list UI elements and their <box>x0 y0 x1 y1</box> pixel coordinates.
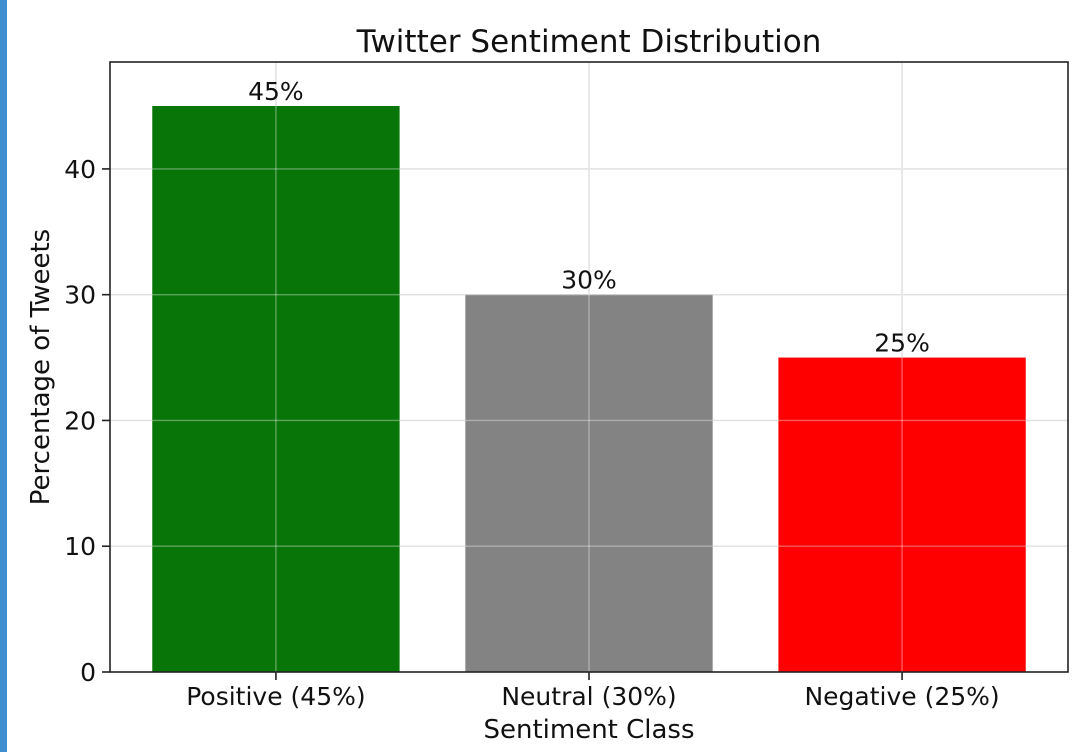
bar-value-label: 25% <box>874 329 930 358</box>
bar-positive <box>152 106 400 672</box>
x-tick-label: Neutral (30%) <box>501 682 676 711</box>
bar-value-label: 45% <box>248 77 304 106</box>
bar-neutral <box>465 294 713 672</box>
y-axis-label: Percentage of Tweets <box>26 229 56 505</box>
y-tick-label: 0 <box>80 658 96 687</box>
y-tick-label: 20 <box>64 406 96 435</box>
x-tick-label: Positive (45%) <box>186 682 365 711</box>
y-tick-label: 40 <box>64 155 96 184</box>
chart-title: Twitter Sentiment Distribution <box>356 24 822 60</box>
bar-negative <box>778 357 1026 672</box>
x-axis-label: Sentiment Class <box>483 715 694 745</box>
axis-ticks <box>102 168 903 680</box>
left-edge-strip <box>0 0 7 752</box>
bar-value-label: 30% <box>561 266 617 295</box>
bars <box>110 62 1068 672</box>
tick-and-data-labels: 0 10 20 30 40 Positive (45%) 45% Neutral (30%) 3… <box>64 77 999 711</box>
x-tick-label: Negative (25%) <box>804 682 999 711</box>
y-tick-label: 30 <box>64 281 96 310</box>
y-tick-label: 10 <box>64 532 96 561</box>
